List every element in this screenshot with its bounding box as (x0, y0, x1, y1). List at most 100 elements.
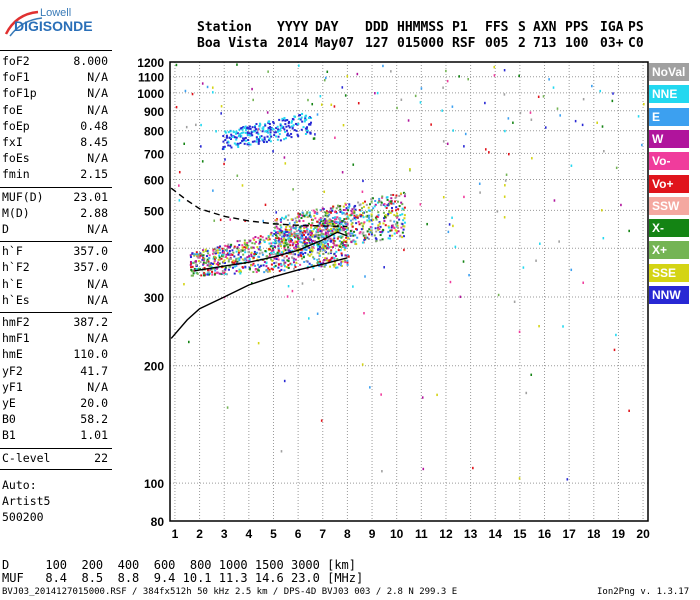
echo-point (335, 218, 338, 221)
echo-point (284, 216, 287, 219)
echo-point (292, 188, 294, 191)
echo-point (267, 128, 270, 131)
echo-point (229, 137, 232, 140)
echo-point (393, 232, 396, 235)
echo-point (261, 127, 264, 130)
param-label: yF1 (2, 379, 23, 394)
echo-point (365, 236, 368, 239)
echo-point (197, 253, 200, 256)
echo-point (296, 133, 299, 136)
echo-point (274, 264, 277, 267)
echo-point (316, 228, 319, 231)
echo-point (324, 245, 327, 248)
echo-point (263, 271, 266, 274)
echo-point (331, 207, 334, 210)
echo-point (276, 235, 279, 238)
echo-point (224, 268, 227, 271)
echo-point (237, 261, 240, 264)
echo-point (376, 227, 379, 230)
echo-point (290, 125, 293, 128)
x-tick-label: 3 (221, 527, 228, 541)
echo-point (276, 227, 279, 230)
echo-point (207, 270, 210, 273)
echo-point (322, 245, 325, 248)
echo-point (227, 246, 230, 249)
echo-point (241, 128, 244, 131)
echo-point (199, 261, 202, 264)
echo-point (294, 265, 297, 268)
echo-point (458, 75, 460, 78)
echo-point (314, 133, 316, 136)
echo-point (319, 234, 322, 237)
echo-point (342, 205, 345, 208)
echo-point (323, 190, 326, 193)
legend-item: SSW (649, 196, 689, 215)
echo-point (206, 268, 209, 271)
file-info-footer: BVJ03_2014127015000.RSF / 384fx512h 50 k… (2, 587, 458, 597)
echo-point (320, 230, 323, 233)
echo-point (292, 124, 295, 127)
echo-point (311, 235, 314, 238)
echo-point (230, 243, 233, 246)
echo-point (283, 232, 286, 235)
echo-point (228, 136, 231, 139)
echo-point (401, 203, 404, 206)
echo-point (267, 70, 269, 73)
echo-point (251, 126, 254, 129)
echo-point (320, 233, 323, 236)
echo-point (238, 239, 241, 242)
echo-point (236, 247, 239, 250)
legend-item: X- (649, 219, 689, 238)
echo-point (268, 248, 271, 251)
echo-point (350, 219, 353, 222)
echo-point (442, 196, 445, 199)
echo-point (271, 244, 274, 247)
echo-point (335, 250, 338, 253)
echo-point (366, 214, 369, 217)
echo-point (350, 241, 353, 244)
echo-point (227, 131, 230, 134)
echo-point (231, 266, 234, 269)
echo-point (195, 268, 198, 271)
echo-point (241, 248, 244, 251)
echo-point (388, 202, 391, 205)
echo-point (507, 117, 510, 120)
echo-point (231, 260, 234, 263)
echo-point (218, 246, 221, 249)
echo-point (345, 243, 348, 246)
echo-point (308, 123, 311, 126)
echo-point (255, 137, 258, 140)
echo-point (235, 264, 238, 267)
echo-point (221, 255, 224, 258)
echo-point (207, 260, 210, 263)
echo-point (308, 241, 311, 244)
echo-point (305, 237, 308, 240)
echo-point (301, 282, 304, 285)
echo-point (321, 207, 324, 210)
echo-point (245, 127, 248, 130)
echo-point (212, 189, 214, 192)
echo-point (273, 262, 276, 265)
echo-point (332, 242, 335, 245)
echo-point (400, 98, 403, 101)
echo-point (305, 212, 308, 215)
echo-point (331, 220, 334, 223)
echo-point (363, 221, 366, 224)
echo-point (334, 263, 337, 266)
echo-point (346, 228, 349, 231)
echo-point (282, 242, 285, 245)
param-value: 20.0 (80, 396, 108, 410)
echo-point (442, 140, 445, 143)
echo-point (306, 131, 309, 134)
echo-point (340, 236, 343, 239)
echo-point (283, 156, 286, 159)
echo-point (195, 251, 198, 254)
echo-point (395, 209, 398, 212)
echo-point (596, 121, 598, 124)
echo-point (316, 235, 319, 238)
echo-point (202, 263, 205, 266)
echo-point (334, 266, 337, 269)
echo-point (206, 273, 209, 276)
echo-point (249, 239, 252, 242)
